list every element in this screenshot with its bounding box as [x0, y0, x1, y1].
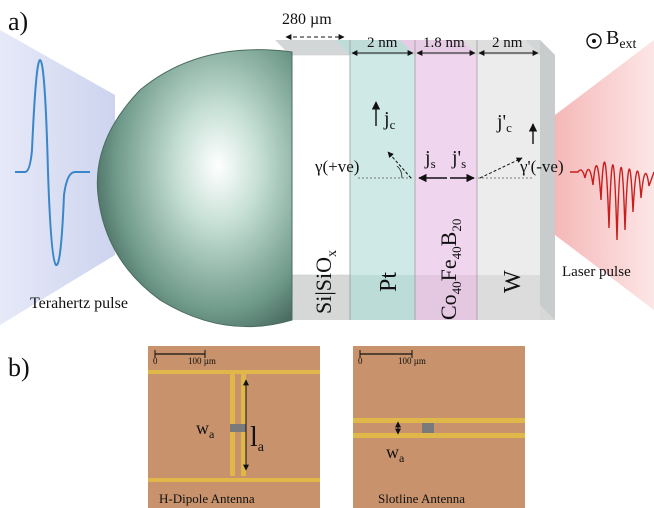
wa-label-left: wa — [196, 418, 215, 441]
jc-label: jc — [383, 108, 396, 132]
laser-waveform — [570, 161, 654, 241]
pt-layer-label: Pt — [376, 272, 402, 292]
bext-symbol-icon — [586, 33, 602, 49]
terahertz-waveform — [15, 58, 90, 267]
cofeb-layer-label: Co40Fe40B20 — [436, 219, 464, 320]
gamma-arrow — [387, 151, 412, 179]
h-dipole-photo: 0 100 µm la wa H-Dipole Antenna — [148, 346, 320, 508]
panel-a-label: a) — [8, 7, 28, 36]
slotline-scale-zero: 0 — [358, 356, 363, 366]
gamma-arc — [396, 165, 403, 179]
terahertz-caption: Terahertz pulse — [30, 295, 128, 312]
slab-right-face — [540, 40, 555, 320]
slotline-scale-label: 100 µm — [398, 356, 426, 366]
w-bottom — [477, 275, 540, 320]
slotline-photo: 0 100 µm wa Slotline Antenna — [353, 346, 525, 508]
bext-label: Bext — [606, 27, 637, 52]
silicon-lens — [96, 49, 293, 328]
gamma-prime-arrow — [479, 157, 523, 179]
gamma-label: γ(+ve) — [314, 157, 359, 176]
w-layer — [477, 55, 540, 275]
si-thickness-label: 280 µm — [282, 11, 332, 28]
terahertz-beam — [0, 30, 115, 325]
cofeb-bottom — [415, 275, 477, 320]
cofeb-thickness-label: 1.8 nm — [423, 35, 465, 51]
wa-label-right: wa — [386, 442, 405, 465]
laser-beam — [555, 40, 654, 310]
la-label: la — [250, 422, 265, 455]
h-dipole-scale-label: 100 µm — [188, 356, 216, 366]
jps-label: j's — [451, 147, 466, 171]
w-thickness-label: 2 nm — [492, 35, 523, 51]
pt-layer — [350, 55, 415, 275]
js-label: js — [424, 147, 436, 171]
si-layer-label: Si|SiOx — [311, 250, 340, 314]
h-dipole-caption: H-Dipole Antenna — [159, 491, 255, 506]
laser-caption: Laser pulse — [562, 264, 631, 280]
w-layer-label: W — [500, 270, 526, 293]
jpc-label: j'c — [496, 111, 512, 135]
gamma-prime-label: γ'(-ve) — [519, 157, 564, 176]
pt-bottom — [350, 275, 415, 320]
sio-layer — [289, 54, 351, 276]
pt-thickness-label: 2 nm — [367, 35, 398, 51]
h-dipole-scale-zero: 0 — [153, 356, 158, 366]
bext-dot-icon — [592, 39, 596, 43]
panel-b-label: b) — [8, 353, 30, 382]
slotline-caption: Slotline Antenna — [378, 491, 465, 506]
cofeb-layer — [415, 55, 477, 275]
